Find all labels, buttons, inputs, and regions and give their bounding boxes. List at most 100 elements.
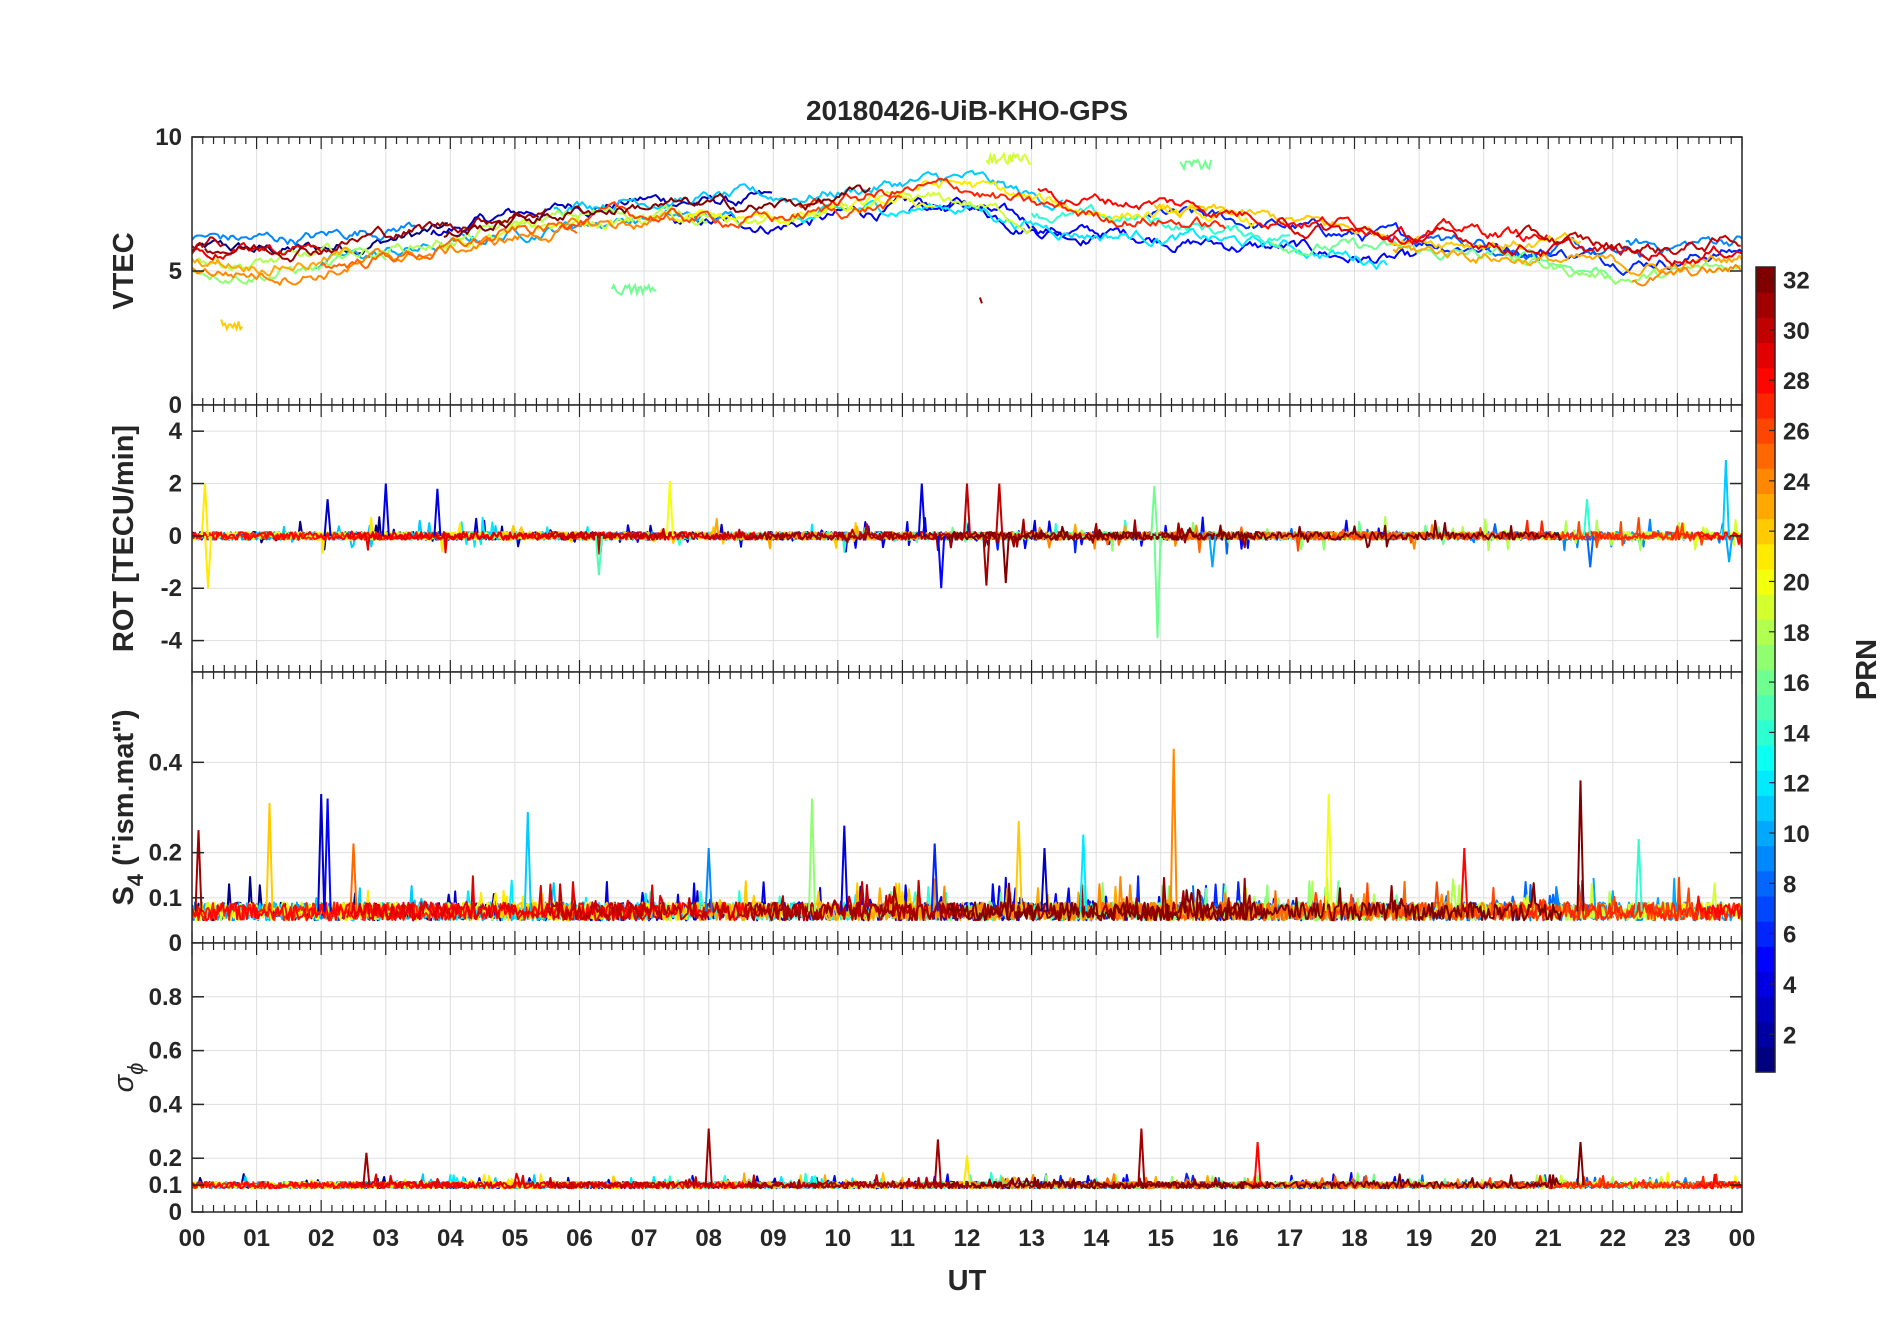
y-tick-label: -4 [161, 628, 183, 655]
x-tick-label: 08 [695, 1225, 722, 1252]
spike-prn-4 [433, 488, 442, 536]
spike-prn-11 [523, 811, 532, 912]
colorbar-swatch [1756, 317, 1775, 344]
colorbar-tick-label: 30 [1783, 318, 1810, 345]
spike-prn-5 [323, 798, 332, 912]
colorbar-tick-label: 22 [1783, 519, 1810, 546]
spike-prn-31 [982, 535, 991, 586]
spike-prn-31 [194, 830, 203, 912]
panel-s4: 0 0.1 0.2 0.4S4 ("ism.mat") [108, 671, 1743, 957]
series-line-prn-23 [1392, 244, 1742, 277]
colorbar-swatch [1756, 744, 1775, 771]
series-line-prn-27 [1496, 899, 1742, 922]
colorbar-swatch [1756, 870, 1775, 897]
spike-prn-10 [1208, 535, 1217, 568]
colorbar-swatch [1756, 443, 1775, 469]
series-group [192, 748, 1742, 922]
spike-prn-10 [1725, 535, 1734, 563]
colorbar-tick-label: 26 [1783, 419, 1810, 446]
spike-prn-11 [1721, 459, 1730, 536]
series-line-prn-32 [443, 184, 871, 239]
x-tick-label: 16 [1212, 1225, 1239, 1252]
colorbar-swatch [1756, 845, 1775, 872]
y-tick-label: -2 [161, 575, 182, 602]
spike-prn-31 [704, 1128, 713, 1186]
colorbar-frame [1755, 266, 1776, 1073]
spike-prn-22 [265, 802, 274, 912]
spike-prn-6 [930, 843, 939, 912]
x-tick-label: 11 [890, 1225, 915, 1252]
spike-prn-32 [1001, 535, 1010, 584]
series-line-prn-29 [346, 1172, 670, 1190]
colorbar-tick-label: 16 [1783, 670, 1810, 697]
series-group [192, 151, 1742, 332]
series-line-prn-29 [1276, 216, 1742, 267]
x-tick-label: 00 [179, 1225, 206, 1252]
spike-prn-3 [323, 499, 332, 536]
y-tick-label: 0.1 [149, 885, 182, 912]
colorbar-swatch [1756, 820, 1775, 847]
colorbar-tick-label: 18 [1783, 620, 1810, 647]
panel-sigma_phi: 00.10.2 0.4 0.6 0.8 σϕ [108, 942, 1743, 1226]
x-tick-label: 15 [1147, 1225, 1174, 1252]
colorbar-swatch [1756, 594, 1775, 620]
colorbar-swatch [1756, 342, 1775, 369]
colorbar-swatch [1756, 543, 1775, 570]
colorbar-tick-label: 20 [1783, 569, 1810, 596]
series-line-prn-6 [1147, 206, 1742, 276]
colorbar-swatch [1756, 921, 1775, 947]
series-line-prn-8 [1386, 233, 1646, 261]
chart-title: 20180426-UiB-KHO-GPS [806, 95, 1128, 126]
x-tick-label: 17 [1277, 1225, 1304, 1252]
x-tick-label: 05 [502, 1225, 529, 1252]
spike-prn-24 [1169, 748, 1178, 912]
series-line-prn-31 [204, 208, 547, 263]
series-line-prn-23 [192, 246, 353, 277]
spike-prn-31 [1137, 1128, 1146, 1186]
series-line-prn-11 [553, 169, 1064, 217]
colorbar-swatch [1756, 971, 1775, 998]
series-group [192, 1128, 1742, 1190]
y-tick-label: 0.4 [149, 1091, 183, 1118]
y-axis-label: S4 ("ism.mat") [108, 709, 148, 905]
y-tick-label: 0 [169, 392, 182, 419]
colorbar-tick-label: 24 [1783, 469, 1810, 496]
colorbar-swatch [1756, 795, 1775, 822]
series-group [192, 459, 1742, 639]
spike-prn-17 [808, 798, 816, 912]
highlight-prn-22 [220, 319, 244, 332]
spike-prn-21 [200, 483, 209, 536]
y-tick-label: 10 [155, 124, 182, 151]
spike-prn-32 [1576, 780, 1585, 912]
spike-prn-9 [704, 848, 713, 912]
spike-prn-21 [963, 1155, 971, 1186]
series-line-prn-1 [192, 222, 448, 255]
series-line-prn-5 [908, 200, 1419, 264]
y-tick-label: 0.1 [149, 1172, 182, 1199]
colorbar-tick-label: 14 [1783, 720, 1810, 747]
x-tick-label: 13 [1018, 1225, 1045, 1252]
spike-prn-25 [349, 843, 358, 912]
spike-prn-14 [1634, 839, 1643, 912]
series-line-prn-17 [1508, 256, 1742, 285]
colorbar-tick-label: 12 [1783, 771, 1810, 798]
series-line-prn-28 [1696, 1173, 1742, 1190]
colorbar-swatch [1756, 619, 1775, 645]
series-line-prn-28 [1037, 187, 1548, 245]
colorbar-swatch [1756, 1046, 1775, 1073]
x-tick-label: 20 [1470, 1225, 1497, 1252]
series-line-prn-25 [320, 221, 578, 270]
x-tick-label: 21 [1535, 1225, 1562, 1252]
series-line-prn-29 [346, 530, 670, 554]
y-tick-label: 0.2 [149, 1145, 182, 1172]
y-tick-label: 2 [169, 471, 182, 498]
x-tick-label: 19 [1406, 1225, 1433, 1252]
spike-prn-3 [317, 793, 326, 912]
colorbar-swatch [1756, 1021, 1775, 1048]
spike-prn-4 [840, 825, 849, 912]
colorbar-label: PRN [1851, 639, 1883, 700]
series-line-prn-10 [314, 209, 742, 270]
spike-prn-28 [1253, 1142, 1262, 1186]
spike-prn-30 [963, 483, 971, 536]
